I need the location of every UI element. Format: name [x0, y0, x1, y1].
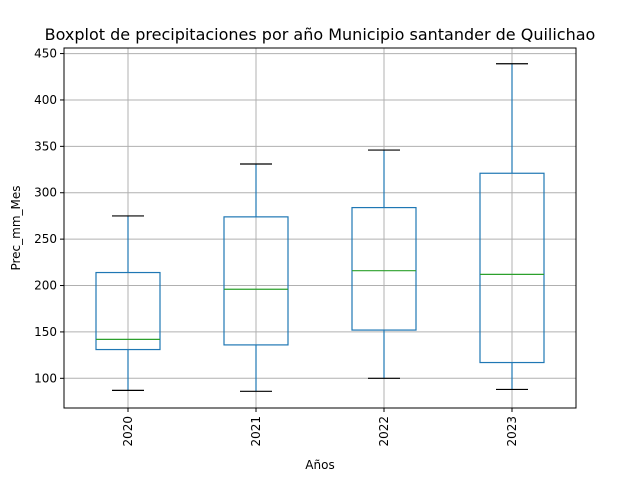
- grid-layer: [64, 48, 576, 408]
- box-iqr: [351, 206, 417, 331]
- y-tick-label: 300: [34, 186, 57, 200]
- box-iqr: [223, 216, 289, 346]
- x-tick-label: 2021: [249, 416, 263, 447]
- y-tick-label: 150: [34, 325, 57, 339]
- x-axis-label: Años: [305, 458, 334, 472]
- y-tick-label: 200: [34, 279, 57, 293]
- boxes-layer: [95, 63, 545, 392]
- x-tick-label: 2022: [377, 416, 391, 447]
- y-tick-label: 400: [34, 93, 57, 107]
- y-tick-label: 100: [34, 371, 57, 385]
- x-tick-label: 2020: [121, 416, 135, 447]
- y-axis-label: Prec_mm_Mes: [9, 185, 23, 270]
- chart-title: Boxplot de precipitaciones por año Munic…: [45, 25, 596, 44]
- box-iqr: [95, 271, 161, 351]
- y-tick-label: 350: [34, 139, 57, 153]
- y-tick-label: 250: [34, 232, 57, 246]
- axis-layer: 100 150 200 250 300 350 400 450 2020 2021 2022 2023: [34, 47, 519, 447]
- x-tick-label: 2023: [505, 416, 519, 447]
- box-iqr: [479, 172, 545, 364]
- y-tick-label: 450: [34, 47, 57, 61]
- plot-frame: [63, 47, 577, 409]
